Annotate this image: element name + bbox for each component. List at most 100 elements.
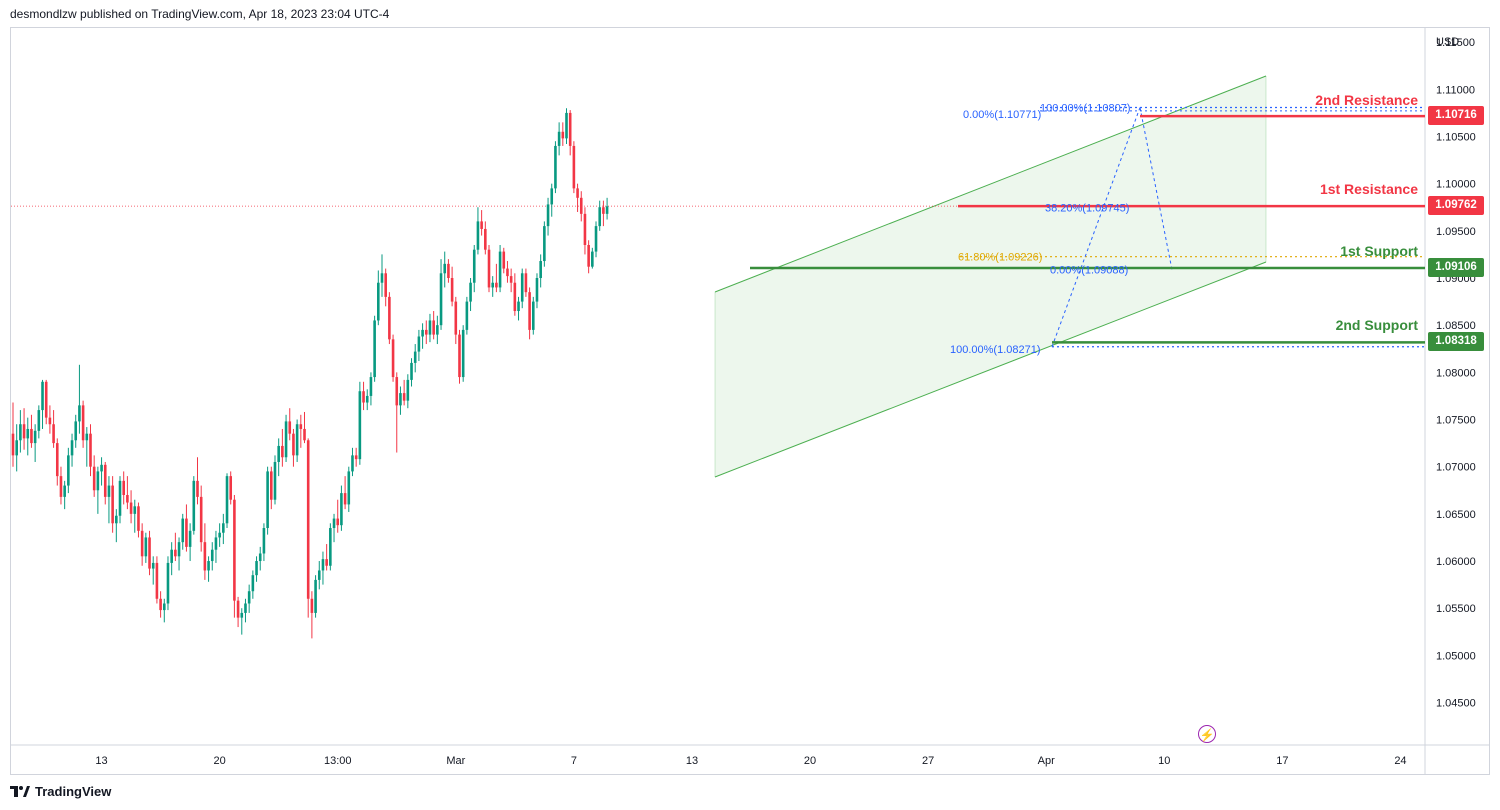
candle-body <box>126 494 129 503</box>
candle-body <box>22 424 26 439</box>
x-tick-label: 17 <box>1276 755 1288 767</box>
candle-body <box>137 506 140 531</box>
candle-body <box>336 518 340 526</box>
candle-body <box>81 405 85 441</box>
channel-upper-line <box>714 75 1267 293</box>
candle-body <box>498 251 502 288</box>
candle-body <box>284 421 288 458</box>
candle-body <box>550 188 554 205</box>
candle-body <box>233 499 236 601</box>
fib-label: 100.00%(1.08271) <box>950 344 1041 356</box>
y-tick-label: 1.11000 <box>1436 84 1475 96</box>
candle-body <box>41 381 44 411</box>
candle-body <box>222 523 225 533</box>
candle-body <box>480 221 483 229</box>
candle-body <box>365 395 369 403</box>
candle-body <box>70 440 74 456</box>
candle-body <box>229 476 233 500</box>
candle-body <box>236 600 240 618</box>
y-tick-label: 1.09500 <box>1436 226 1476 238</box>
tradingview-logo-icon <box>10 785 30 797</box>
candle-body <box>115 515 118 524</box>
candle-body <box>417 336 421 352</box>
candle-body <box>413 351 417 363</box>
candle-body <box>188 530 192 547</box>
candle-body <box>476 221 480 250</box>
candle-body <box>524 273 528 293</box>
y-tick-label: 1.10500 <box>1436 131 1476 143</box>
candle-body <box>306 440 310 599</box>
candle-body <box>303 428 306 441</box>
candle-body <box>177 542 181 557</box>
candle-body <box>439 273 443 326</box>
candle-body <box>329 528 332 566</box>
x-tick-label: 7 <box>571 755 577 767</box>
candle-body <box>517 301 520 312</box>
candle-body <box>513 282 517 312</box>
candle-body <box>255 561 258 576</box>
candle-body <box>240 612 244 618</box>
candle-body <box>314 579 317 613</box>
candle-body <box>472 249 476 283</box>
x-tick-label: 10 <box>1158 755 1170 767</box>
candle-body <box>247 591 251 604</box>
candle-body <box>317 570 321 580</box>
fib-label: 100.00%(1.10807) <box>1040 103 1131 115</box>
candle-body <box>244 603 247 613</box>
candle-body <box>218 532 221 538</box>
candle-body <box>118 480 122 516</box>
y-tick-label: 1.05500 <box>1436 603 1476 615</box>
candle-body <box>270 471 273 500</box>
y-tick-label: 1.10000 <box>1436 179 1476 191</box>
candle-body <box>421 329 424 337</box>
label-1st-support: 1st Support <box>1340 243 1418 259</box>
x-tick-label: Apr <box>1038 755 1055 767</box>
candle-body <box>185 518 188 547</box>
candle-body <box>140 530 144 557</box>
candle-body <box>454 301 458 335</box>
candle-body <box>380 273 384 283</box>
candle-body <box>384 273 387 297</box>
candle-body <box>26 428 30 439</box>
candle-body <box>487 249 491 288</box>
fib-label: 0.00%(1.10771) <box>963 109 1041 121</box>
candle-body <box>539 261 542 279</box>
candle-body <box>428 320 432 335</box>
y-tick-label: 1.06000 <box>1436 556 1476 568</box>
candle-body <box>591 251 594 267</box>
candle-body <box>214 537 218 550</box>
candle-body <box>59 476 63 497</box>
candle-body <box>210 549 214 562</box>
candle-body <box>11 433 15 456</box>
brand-name: TradingView <box>35 784 112 799</box>
x-tick-label: 27 <box>922 755 934 767</box>
candle-body <box>89 433 92 467</box>
candle-body <box>310 598 314 613</box>
candle-body <box>399 393 402 406</box>
candle-body <box>159 598 162 611</box>
candle-body <box>162 603 166 611</box>
tradingview-logo[interactable]: TradingView <box>10 784 111 799</box>
y-tick-label: 1.08000 <box>1436 367 1476 379</box>
candle-body <box>395 377 399 406</box>
candle-body <box>251 575 255 592</box>
candle-body <box>170 549 173 563</box>
candle-body <box>406 379 410 401</box>
candle-body <box>262 528 266 554</box>
candle-body <box>207 561 210 571</box>
candle-body <box>273 461 277 500</box>
y-tick-label: 1.08500 <box>1436 320 1476 332</box>
candle-body <box>67 455 70 486</box>
candle-body <box>535 278 539 302</box>
candle-body <box>166 562 170 604</box>
x-tick-label: 13:00 <box>324 755 352 767</box>
candle-body <box>557 131 561 146</box>
flash-icon[interactable]: ⚡ <box>1198 725 1216 743</box>
candle-body <box>594 226 598 252</box>
candle-body <box>579 197 583 214</box>
chart-frame[interactable] <box>10 27 1490 775</box>
candle-body <box>469 282 472 302</box>
fib-label: 61.80%(1.09226) <box>958 252 1042 264</box>
candle-body <box>92 466 96 491</box>
